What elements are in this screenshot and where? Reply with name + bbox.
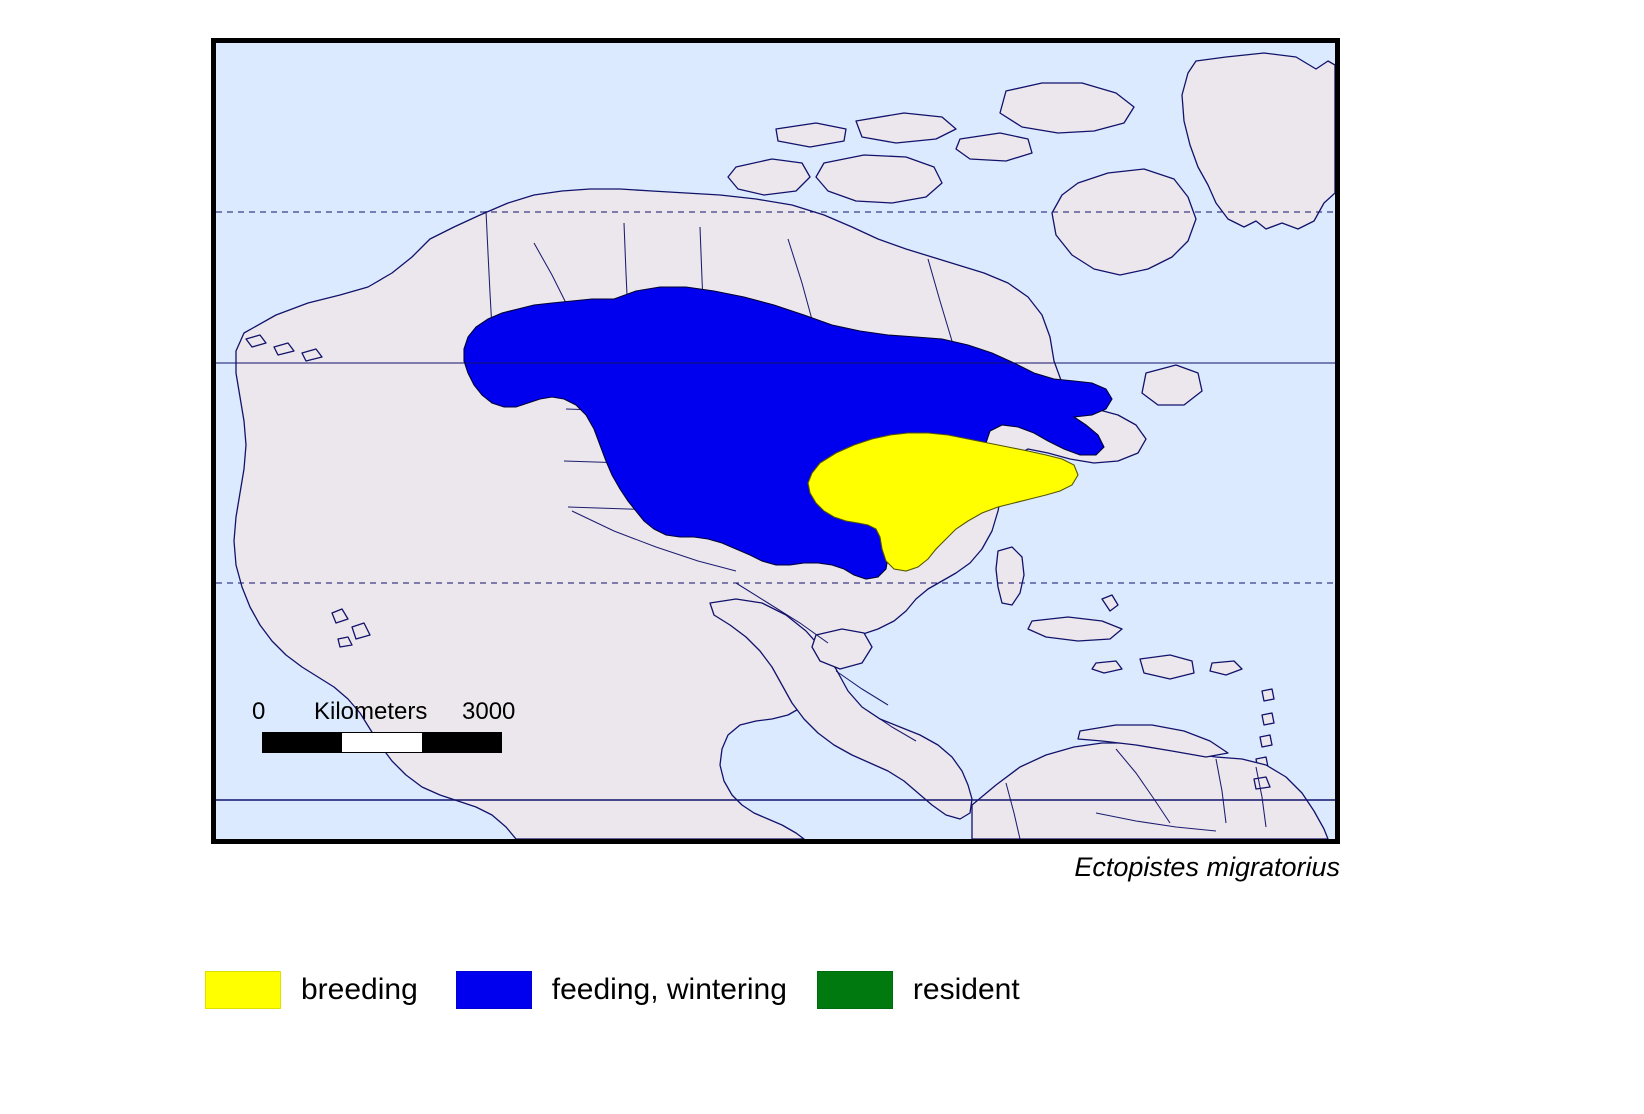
green-color-swatch: [816, 971, 893, 1009]
victoria-island: [815, 154, 943, 204]
legend-item-breeding: breeding: [205, 971, 418, 1009]
scale-bar-labels: 0 Kilometers 3000: [252, 697, 515, 727]
blue-color-swatch: [455, 971, 532, 1009]
bahamas-chain: [1101, 594, 1119, 612]
ellesmere-island: [999, 82, 1135, 134]
border-central-a: [835, 670, 889, 706]
central-america: [709, 598, 973, 820]
south-america-north: [971, 742, 1329, 839]
border-us-mexico: [571, 510, 737, 572]
species-name-caption: Ectopistes migratorius: [1074, 852, 1340, 882]
lesser-antilles-chain: [1255, 688, 1275, 770]
scale-bar-segment-2: [342, 733, 422, 752]
hispaniola: [1139, 654, 1195, 680]
legend-label-resident: resident: [912, 973, 1020, 1006]
aleutian-islands: [245, 334, 323, 362]
border-guyana: [1215, 758, 1227, 824]
border-central-b: [867, 710, 917, 742]
florida-peninsula: [995, 546, 1025, 606]
venezuela-coast: [1077, 724, 1229, 758]
yellow-color-swatch: [205, 971, 281, 1009]
scale-bar-graphic: [262, 732, 502, 753]
trinidad: [1253, 776, 1271, 790]
border-suriname: [1255, 766, 1267, 828]
river-orinoco: [1115, 748, 1171, 824]
legend-item-feeding-wintering: feeding, wintering: [455, 971, 787, 1009]
scale-bar-segment-3: [421, 733, 501, 752]
hawaii-islands: [331, 608, 371, 648]
baffin-island: [1051, 168, 1197, 276]
yucatan-peninsula: [811, 628, 873, 670]
banks-island: [727, 158, 811, 196]
graticule-lines: [216, 211, 1335, 801]
range-breeding: [807, 432, 1079, 572]
arctic-island-a: [855, 112, 957, 144]
jamaica: [1091, 660, 1123, 674]
scale-bar-max-label: 3000: [462, 698, 516, 725]
map-frame: [211, 38, 1340, 844]
range-polygons: [463, 286, 1113, 580]
legend-label-feeding-wintering: feeding, wintering: [551, 973, 787, 1006]
newfoundland: [1141, 364, 1203, 406]
arctic-island-b: [955, 132, 1033, 162]
greenland: [1181, 52, 1335, 230]
puerto-rico: [1209, 660, 1243, 676]
border-alaska-canada: [485, 210, 493, 330]
scale-bar: 0 Kilometers 3000: [252, 697, 515, 755]
cuba: [1027, 616, 1123, 642]
border-mexico-state: [735, 582, 829, 644]
border-colombia: [1005, 782, 1021, 839]
river-amazon: [1095, 812, 1217, 832]
map-legend: breeding feeding, wintering resident: [205, 955, 1105, 1025]
scale-bar-segment-1: [263, 733, 343, 752]
arctic-island-c: [775, 122, 847, 148]
legend-label-breeding: breeding: [301, 973, 418, 1006]
scale-bar-unit-label: Kilometers: [314, 698, 428, 725]
scale-bar-min-label: 0: [252, 698, 266, 725]
map-canvas: [216, 43, 1335, 839]
legend-item-resident: resident: [816, 971, 1020, 1009]
